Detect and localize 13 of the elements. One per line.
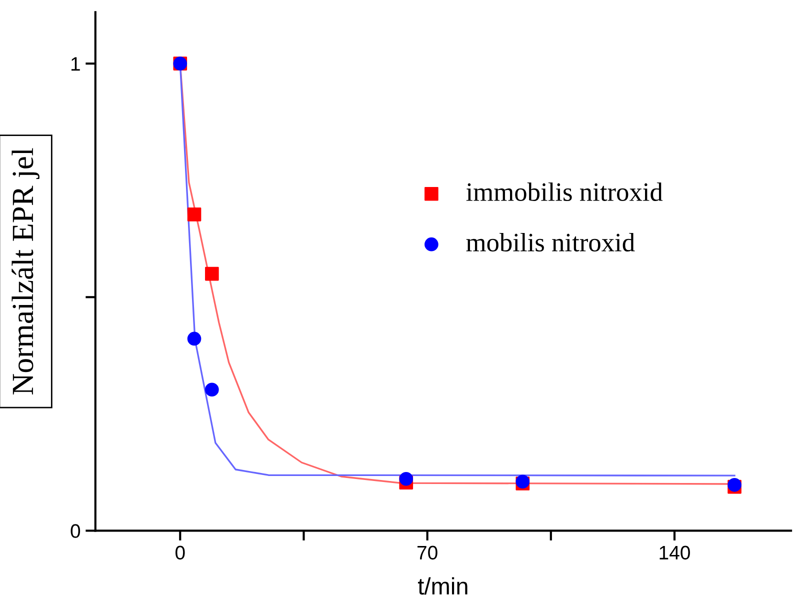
x-tick-label: 140 (660, 546, 690, 560)
x-axis-title: t/min (418, 577, 468, 595)
x-tick-label: 70 (418, 546, 438, 560)
y-tick-label: 1 (71, 57, 80, 71)
legend-label: mobilis nitroxid (466, 232, 635, 252)
y-axis-title: Normailzált EPR jel (12, 148, 40, 394)
point (205, 266, 219, 281)
x-tick-label: 0 (176, 546, 185, 560)
point (399, 472, 414, 486)
legend-label: immobilis nitroxid (466, 182, 663, 202)
point (187, 208, 202, 222)
point (205, 382, 219, 397)
point (187, 332, 202, 346)
